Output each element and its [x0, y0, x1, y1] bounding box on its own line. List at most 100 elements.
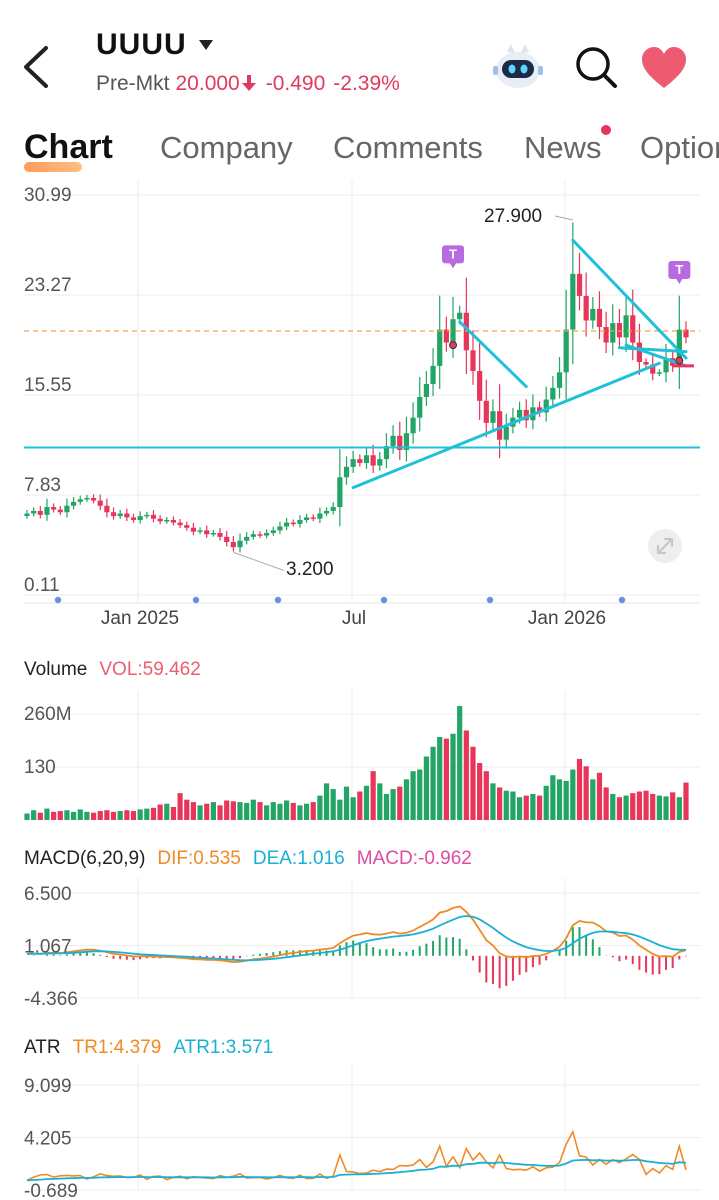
price-candle[interactable] — [450, 319, 456, 343]
volume-bar[interactable] — [550, 775, 556, 820]
volume-bar[interactable] — [383, 793, 390, 820]
price-candle[interactable] — [676, 329, 682, 366]
price-candle[interactable] — [164, 520, 170, 522]
volume-bar[interactable] — [623, 795, 629, 820]
price-candle[interactable] — [503, 426, 509, 440]
expand-icon[interactable] — [647, 528, 683, 564]
price-candle[interactable] — [423, 383, 429, 397]
volume-bar[interactable] — [570, 769, 576, 820]
price-candle[interactable] — [264, 532, 270, 536]
volume-chart[interactable]: 260M 130 — [0, 690, 719, 830]
price-candle[interactable] — [470, 350, 476, 372]
volume-bar[interactable] — [277, 803, 283, 820]
volume-bar[interactable] — [683, 782, 689, 820]
volume-bar[interactable] — [430, 746, 436, 820]
volume-bar[interactable] — [31, 810, 37, 820]
price-candle[interactable] — [663, 358, 669, 373]
tab-comments[interactable]: Comments — [333, 130, 483, 165]
price-candle[interactable] — [516, 409, 523, 418]
price-candle[interactable] — [417, 396, 423, 418]
volume-bar[interactable] — [410, 771, 416, 820]
price-candle[interactable] — [70, 501, 77, 506]
price-candle[interactable] — [297, 520, 303, 524]
volume-bar[interactable] — [77, 809, 83, 820]
volume-bar[interactable] — [217, 805, 223, 820]
event-dot[interactable] — [54, 596, 62, 604]
volume-bar[interactable] — [330, 789, 336, 820]
price-candle[interactable] — [150, 514, 157, 519]
price-candle[interactable] — [477, 371, 483, 401]
price-candle[interactable] — [204, 530, 210, 535]
price-candle[interactable] — [610, 323, 616, 343]
price-candle[interactable] — [210, 532, 216, 535]
caret-down-icon[interactable] — [198, 38, 214, 52]
volume-bar[interactable] — [390, 789, 396, 820]
volume-bar[interactable] — [130, 811, 137, 820]
volume-bar[interactable] — [64, 810, 70, 820]
price-candle[interactable] — [190, 527, 197, 532]
volume-bar[interactable] — [170, 806, 177, 820]
tab-options[interactable]: Options — [640, 130, 719, 165]
volume-bar[interactable] — [676, 797, 682, 820]
volume-bar[interactable] — [190, 802, 197, 820]
volume-bar[interactable] — [443, 738, 449, 820]
price-candle[interactable] — [24, 513, 30, 517]
macd-chart[interactable]: 6.500 1.067 -4.366 — [0, 878, 719, 1018]
price-candle[interactable] — [536, 407, 543, 413]
price-candle[interactable] — [44, 507, 50, 515]
price-candle[interactable] — [197, 530, 203, 532]
robot-assistant-icon[interactable] — [493, 42, 543, 92]
heart-icon[interactable] — [640, 46, 688, 90]
price-candle[interactable] — [683, 329, 689, 338]
price-candle[interactable] — [177, 522, 183, 526]
price-candle[interactable] — [556, 372, 563, 388]
price-candle[interactable] — [623, 315, 629, 338]
price-candle[interactable] — [37, 510, 43, 515]
price-candle[interactable] — [390, 435, 396, 447]
volume-bar[interactable] — [97, 811, 103, 820]
price-candle[interactable] — [317, 513, 323, 519]
volume-bar[interactable] — [610, 793, 616, 820]
signal-marker[interactable] — [442, 245, 465, 269]
price-candle[interactable] — [51, 507, 57, 510]
volume-bar[interactable] — [323, 783, 330, 820]
price-candle[interactable] — [170, 520, 177, 523]
volume-bar[interactable] — [57, 811, 63, 820]
volume-bar[interactable] — [157, 804, 163, 820]
volume-bar[interactable] — [576, 758, 583, 820]
price-candle[interactable] — [397, 435, 403, 451]
volume-bar[interactable] — [530, 793, 536, 820]
price-candle[interactable] — [490, 411, 496, 423]
volume-bar[interactable] — [150, 807, 157, 820]
signal-marker[interactable] — [668, 260, 691, 284]
volume-bar[interactable] — [643, 790, 649, 820]
volume-bar[interactable] — [616, 797, 623, 820]
price-candle[interactable] — [357, 459, 363, 464]
volume-bar[interactable] — [90, 812, 97, 820]
volume-bar[interactable] — [270, 802, 276, 820]
volume-bar[interactable] — [543, 785, 549, 820]
price-candle[interactable] — [576, 273, 583, 296]
volume-bar[interactable] — [204, 803, 210, 820]
volume-bar[interactable] — [137, 809, 143, 820]
price-candle[interactable] — [437, 329, 443, 366]
price-candle[interactable] — [363, 455, 370, 464]
atr-chart[interactable]: 9.099 4.205 -0.689 — [0, 1065, 719, 1200]
price-candle[interactable] — [457, 312, 463, 320]
event-dot[interactable] — [380, 596, 388, 604]
price-candle[interactable] — [224, 536, 230, 543]
volume-bar[interactable] — [636, 791, 643, 820]
price-candle[interactable] — [290, 522, 296, 525]
volume-bar[interactable] — [284, 800, 290, 820]
volume-bar[interactable] — [363, 785, 370, 820]
volume-bar[interactable] — [403, 779, 410, 820]
volume-bar[interactable] — [483, 771, 489, 820]
price-candle[interactable] — [410, 417, 416, 434]
volume-bar[interactable] — [37, 812, 43, 820]
volume-bar[interactable] — [630, 793, 636, 820]
price-candle[interactable] — [630, 315, 636, 343]
price-candle[interactable] — [330, 507, 336, 511]
price-candle[interactable] — [350, 459, 356, 467]
volume-bar[interactable] — [377, 783, 383, 820]
volume-bar[interactable] — [437, 736, 443, 820]
